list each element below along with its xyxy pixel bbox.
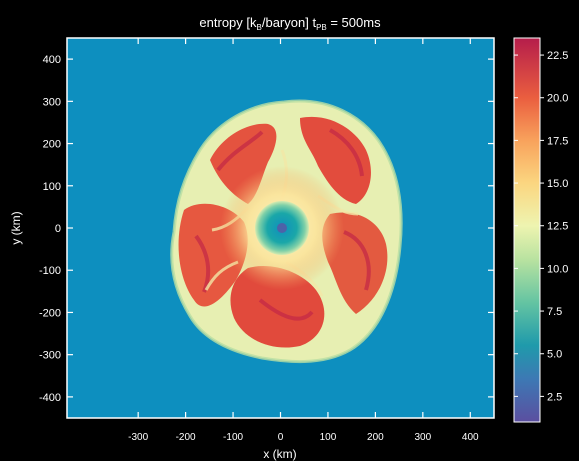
- colorbar-tick-label: 10.0: [547, 263, 568, 275]
- y-tick-label: -100: [39, 265, 61, 277]
- x-tick-label: 100: [320, 432, 337, 443]
- y-axis: 400 300 200 100 0 -100 -200 -300 -400: [39, 54, 494, 404]
- colorbar-tick-label: 15.0: [547, 178, 568, 190]
- y-tick-label: 300: [43, 96, 61, 108]
- entropy-filaments: [194, 128, 371, 321]
- colorbar-tick-label: 5.0: [547, 349, 562, 361]
- x-tick-label: 0: [278, 432, 284, 443]
- x-tick-label: -300: [128, 432, 148, 443]
- y-tick-label: -300: [39, 350, 61, 362]
- colorbar-tick-label: 7.5: [547, 306, 562, 318]
- y-tick-label: 200: [43, 139, 61, 151]
- y-tick-label: 400: [43, 54, 61, 66]
- shock-rim: [170, 99, 403, 364]
- chart-title: entropy [kB/baryon] tPB = 500ms: [199, 15, 381, 32]
- x-tick-label: 200: [367, 432, 384, 443]
- heatmap-plot: [67, 38, 494, 418]
- colorbar-tick-label: 12.5: [547, 221, 568, 233]
- colorbar-bar: [513, 37, 541, 423]
- x-tick-label: -200: [176, 432, 196, 443]
- colorbar: 22.5 20.0 17.5 15.0 12.5 10.0 7.5 5.0 2.5: [513, 37, 568, 423]
- pns-core: [277, 223, 287, 233]
- x-axis: -300 -200 -100 0 100 200 300 400: [128, 38, 479, 443]
- colorbar-tick-label: 20.0: [547, 93, 568, 105]
- x-axis-label: x (km): [263, 447, 296, 461]
- y-tick-label: -200: [39, 307, 61, 319]
- x-tick-label: 400: [462, 432, 479, 443]
- colorbar-tick-label: 17.5: [547, 135, 568, 147]
- colorbar-ticks: 22.5 20.0 17.5 15.0 12.5 10.0 7.5 5.0 2.5: [514, 50, 568, 403]
- high-entropy-lobe-upper-right: [300, 116, 371, 204]
- colorbar-tick-label: 22.5: [547, 50, 568, 62]
- y-tick-label: 100: [43, 181, 61, 193]
- colorbar-tick-label: 2.5: [547, 391, 562, 403]
- y-axis-label: y (km): [9, 211, 23, 244]
- y-tick-label: -400: [39, 392, 61, 404]
- x-tick-label: 300: [414, 432, 431, 443]
- x-tick-label: -100: [223, 432, 243, 443]
- y-tick-label: 0: [55, 223, 61, 235]
